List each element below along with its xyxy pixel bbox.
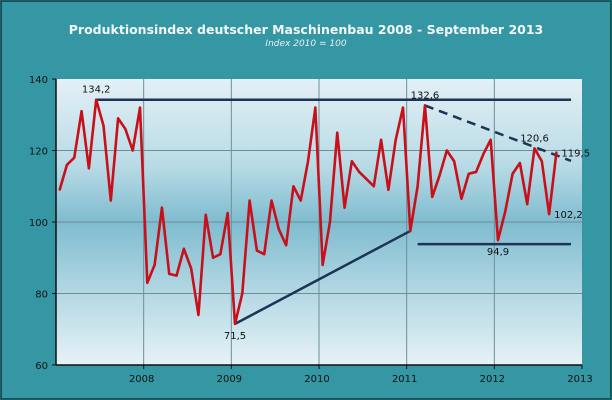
x-tick-label: 2013 <box>567 374 592 385</box>
data-point <box>226 212 229 215</box>
data-point <box>285 244 288 247</box>
data-point <box>358 170 361 173</box>
data-point <box>482 153 485 156</box>
data-point <box>146 281 149 284</box>
data-point <box>131 149 134 152</box>
data-point <box>402 106 405 109</box>
data-point <box>496 239 499 242</box>
data-point <box>350 160 353 163</box>
data-label: 119,5 <box>561 148 590 159</box>
data-point <box>109 199 112 202</box>
data-point <box>95 98 98 101</box>
data-point <box>423 104 426 107</box>
data-point <box>453 160 456 163</box>
x-tick-label: 2009 <box>217 374 242 385</box>
data-point <box>445 149 448 152</box>
data-point <box>58 188 61 191</box>
data-point <box>307 160 310 163</box>
data-point <box>270 199 273 202</box>
data-point <box>292 185 295 188</box>
data-point <box>314 106 317 109</box>
data-point <box>80 110 83 113</box>
data-point <box>204 213 207 216</box>
data-point <box>365 178 368 181</box>
data-label: 71,5 <box>224 331 246 342</box>
data-point <box>336 131 339 134</box>
data-point <box>124 128 127 131</box>
data-label: 134,2 <box>82 85 111 96</box>
data-point <box>372 185 375 188</box>
data-point <box>489 138 492 141</box>
data-point <box>548 213 551 216</box>
data-point <box>321 263 324 266</box>
data-point <box>197 313 200 316</box>
data-point <box>380 138 383 141</box>
data-point <box>387 188 390 191</box>
data-label: 94,9 <box>487 247 509 258</box>
data-point <box>431 195 434 198</box>
data-point <box>73 156 76 159</box>
data-point <box>277 228 280 231</box>
data-point <box>518 162 521 165</box>
data-point <box>182 247 185 250</box>
data-point <box>233 322 236 325</box>
data-point <box>394 138 397 141</box>
data-point <box>87 167 90 170</box>
chart-title: Produktionsindex deutscher Maschinenbau … <box>68 22 544 37</box>
data-label: 132,6 <box>411 90 440 101</box>
x-tick-label: 2012 <box>480 374 505 385</box>
data-point <box>255 249 258 252</box>
data-point <box>343 206 346 209</box>
data-point <box>511 172 514 175</box>
data-point <box>526 203 529 206</box>
x-tick-label: 2010 <box>304 374 329 385</box>
data-point <box>117 117 120 120</box>
data-label: 120,6 <box>520 133 549 144</box>
data-point <box>65 163 68 166</box>
data-point <box>190 267 193 270</box>
trend-line <box>234 229 411 325</box>
data-point <box>475 170 478 173</box>
data-point <box>248 199 251 202</box>
x-tick-label: 2008 <box>129 374 154 385</box>
chart-subtitle: Index 2010 = 100 <box>265 39 347 49</box>
trend-line <box>424 104 572 163</box>
data-point <box>504 210 507 213</box>
data-point <box>160 206 163 209</box>
y-tick-label: 100 <box>29 218 48 229</box>
data-point <box>175 274 178 277</box>
y-tick-label: 120 <box>29 147 48 158</box>
y-tick-label: 80 <box>35 290 48 301</box>
data-point <box>555 151 558 154</box>
data-point <box>328 221 331 223</box>
data-point <box>153 263 156 266</box>
data-point <box>219 253 222 256</box>
data-point <box>438 174 441 177</box>
data-point <box>460 197 463 200</box>
data-point <box>299 199 302 202</box>
data-point <box>540 160 543 163</box>
data-point <box>533 147 536 150</box>
data-point <box>212 256 215 259</box>
data-label: 102,2 <box>554 210 583 221</box>
data-point <box>102 124 105 127</box>
data-point <box>139 106 142 109</box>
data-point <box>416 185 419 188</box>
data-point <box>409 229 412 232</box>
data-point <box>467 172 470 175</box>
y-tick-label: 60 <box>35 361 48 372</box>
data-point <box>168 272 171 275</box>
data-point <box>241 292 244 295</box>
data-point <box>263 253 266 256</box>
x-tick-label: 2011 <box>392 374 417 385</box>
y-tick-label: 140 <box>29 75 48 86</box>
